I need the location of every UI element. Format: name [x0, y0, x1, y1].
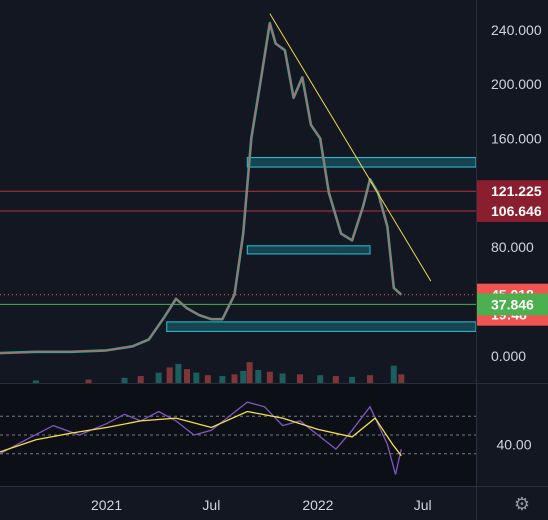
volume-bar: [390, 365, 397, 383]
volume-bar: [317, 375, 324, 383]
price-axis[interactable]: 240.000 200.000 160.000 80.000 0.000 121.225 1…: [476, 0, 548, 520]
rsi-line: [0, 401, 402, 475]
volume-bar: [266, 371, 273, 383]
volume-bar: [219, 376, 226, 383]
price-tag-label: 121.225: [491, 183, 542, 199]
volume-bar: [137, 376, 144, 383]
gear-icon[interactable]: ⚙: [513, 494, 531, 514]
volume-bar: [231, 374, 238, 383]
volume-bar: [193, 372, 200, 383]
volume-bar: [296, 374, 303, 383]
volume-bar: [398, 374, 405, 383]
price-tag: [477, 180, 548, 203]
volume-bar: [155, 372, 162, 383]
time-axis[interactable]: 2021 Jul 2022 Jul: [0, 486, 548, 514]
price-tag-label: 37.846: [491, 296, 534, 312]
price-tick-label: 80.000: [491, 239, 534, 255]
volume-bar: [279, 373, 286, 383]
zone-rectangle: [166, 321, 477, 332]
volume-bar: [204, 375, 211, 383]
volume-bar: [175, 363, 182, 383]
volume-bar: [332, 376, 339, 383]
rsi-pane[interactable]: 40.00: [0, 384, 532, 486]
rsi-ma-line: [0, 410, 402, 457]
price-tick-label: 160.000: [491, 131, 542, 147]
volume-bar: [85, 379, 92, 383]
price-series-overlay: [0, 22, 402, 354]
trendline: [269, 13, 432, 282]
volume-bar: [240, 370, 247, 383]
time-tick-label: Jul: [414, 497, 432, 513]
rsi-tick-label: 40.00: [496, 436, 531, 452]
volume-bar: [367, 375, 374, 383]
volume-bar: [121, 377, 128, 383]
price-tick-label: 0.000: [491, 348, 526, 364]
time-tick-label: 2021: [91, 497, 122, 513]
volume-bar: [255, 370, 262, 383]
price-tag: [477, 293, 548, 316]
price-tick-label: 240.000: [491, 22, 542, 38]
price-tick-label: 200.000: [491, 76, 542, 92]
volume-bar: [184, 369, 191, 383]
zone-rectangle: [246, 245, 371, 255]
time-tick-label: Jul: [202, 497, 220, 513]
time-tick-label: 2022: [302, 497, 333, 513]
volume-bar: [166, 367, 173, 383]
volume-bar: [32, 380, 39, 383]
price-tag: [477, 199, 548, 222]
volume-bar: [349, 376, 356, 383]
price-tag-label: 106.646: [491, 203, 542, 219]
volume-bar: [246, 362, 253, 383]
